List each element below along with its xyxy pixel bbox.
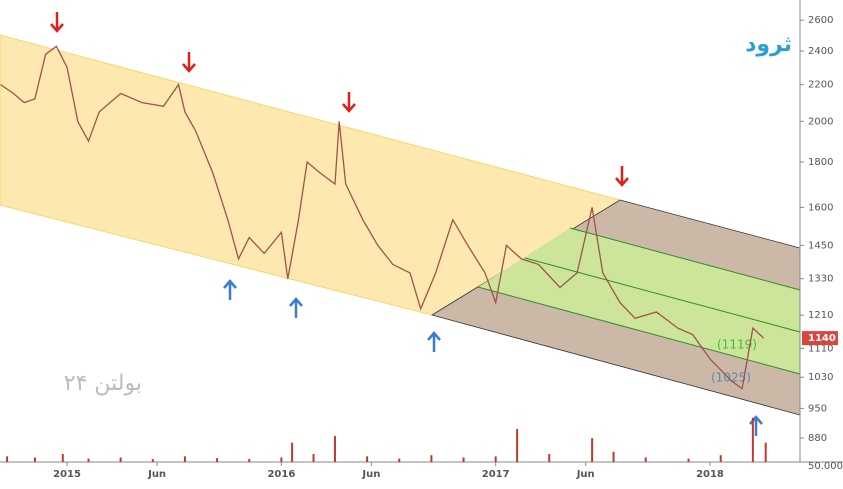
volume-bar [333,435,336,462]
y-tick-label: 1600 [808,202,833,213]
channel-line [477,286,801,375]
volume-bar [151,459,154,462]
volume-bar [764,442,767,462]
x-tick-label: 2017 [482,469,510,480]
channel-line [569,227,801,291]
annotation: (1025) [711,371,751,385]
volume-bar [430,455,433,462]
volume-bar [33,457,36,462]
annotation: (1119) [717,338,757,352]
x-tick-label: Jun [147,469,166,480]
x-tick-label: 2016 [267,469,295,480]
volume-bar [751,417,754,462]
volume-bar [280,457,283,462]
volume-bar [516,429,519,462]
volume-bar [216,458,219,462]
green-channel [478,228,800,374]
y-tick-label: 2600 [808,15,833,26]
y-tick-label: 880 [808,433,827,444]
volume-bar [61,454,64,462]
price-line [0,45,765,390]
x-tick-label: Jun [576,469,595,480]
x-tick-label: 2018 [696,469,724,480]
y-tick-label: 2000 [808,116,833,127]
volume-bar [312,454,315,462]
volume-bar [87,458,90,462]
x-tick-label: Jun [361,469,380,480]
y-tick-label: 1030 [808,372,833,383]
y-tick-label: 1210 [808,310,833,321]
arrows [50,12,763,436]
volume-bar [248,459,251,462]
volume-bar [494,456,497,462]
y-tick-label: 2400 [808,46,833,57]
volume-bar [462,457,465,462]
volume-bar [687,458,690,462]
volume-bar [612,451,615,462]
y-tick-label: 950 [808,403,827,414]
y-tick-label: 1330 [808,274,833,285]
watermark: بولتن ۲۴ [64,371,142,396]
volume-bar [119,457,122,462]
volume-bar [366,456,369,462]
volume-bar [6,456,9,462]
volume-bar [644,457,647,462]
x-tick-label: 2015 [53,469,81,480]
volume-bar [548,454,551,462]
volume-bar [291,442,294,462]
volume-bar [183,456,186,462]
price-tag-bg [802,331,838,346]
price-tag: 1140 [808,333,836,344]
channel-line [524,257,801,333]
y-tick-label: 1110 [808,343,833,354]
y-tick-label: 1450 [808,240,833,251]
volume-tick-label: 50.000 [808,461,843,472]
volume-bar [719,455,722,462]
y-tick-label: 1800 [808,157,833,168]
y-tick-label: 2200 [808,80,833,91]
volume-bar [591,438,594,462]
volume-bar [398,458,401,462]
chart-title: ثرود [745,32,792,57]
